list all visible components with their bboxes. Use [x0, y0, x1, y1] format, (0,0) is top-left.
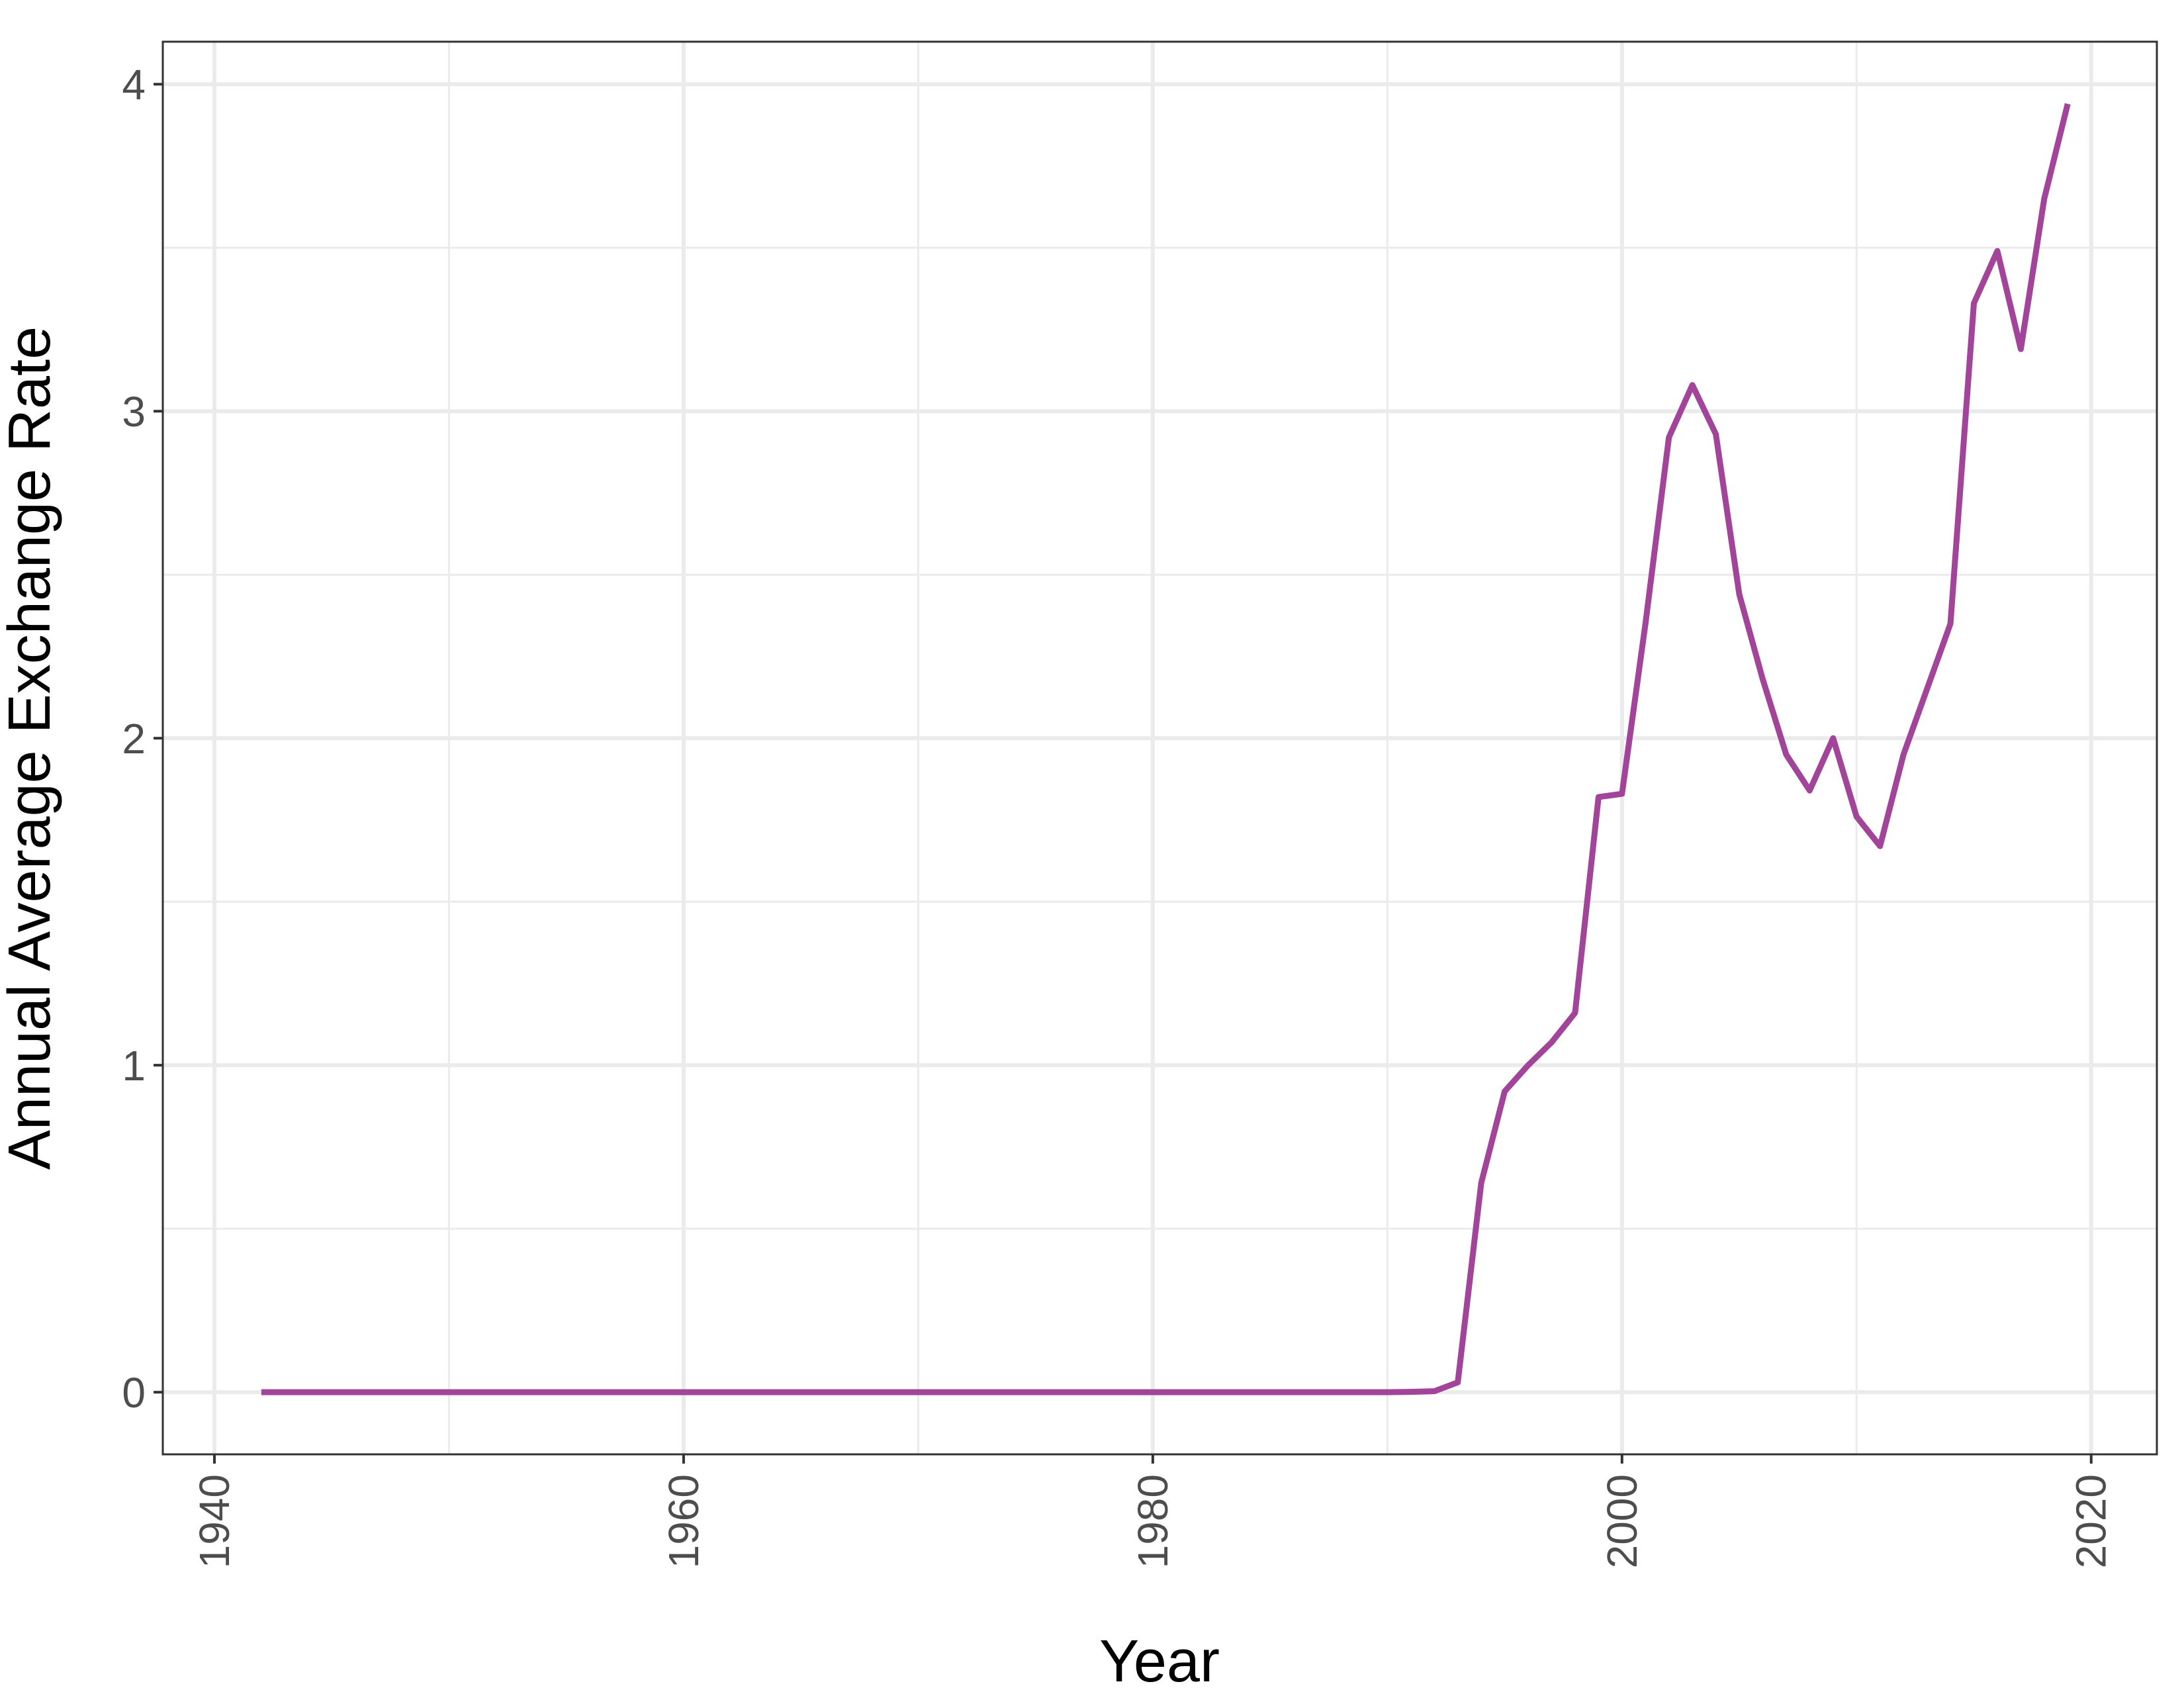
minor-gridlines	[163, 42, 2157, 1454]
x-tick-label-2020: 2020	[2068, 1474, 2115, 1568]
y-tick-label-0: 0	[122, 1369, 146, 1417]
y-axis: 0 1 2 3 4	[122, 61, 163, 1417]
y-tick-label-1: 1	[122, 1042, 146, 1090]
y-tick-label-3: 3	[122, 388, 146, 436]
y-axis-title: Annual Average Exchange Rate	[0, 326, 63, 1170]
plot-panel-background	[163, 42, 2157, 1454]
plot-panel-border	[161, 40, 2158, 1456]
x-axis: 1940 1960 1980 2000 2020	[191, 1454, 2115, 1568]
x-tick-label-1960: 1960	[660, 1474, 707, 1568]
x-tick-label-1940: 1940	[191, 1474, 238, 1568]
x-tick-label-1980: 1980	[1129, 1474, 1177, 1568]
y-tick-label-2: 2	[122, 715, 146, 763]
x-tick-label-2000: 2000	[1598, 1474, 1646, 1568]
series-line-0	[261, 103, 2071, 1395]
y-tick-label-4: 4	[122, 61, 146, 109]
series-layer	[261, 103, 2071, 1395]
x-axis-title: Year	[1099, 1628, 1220, 1688]
